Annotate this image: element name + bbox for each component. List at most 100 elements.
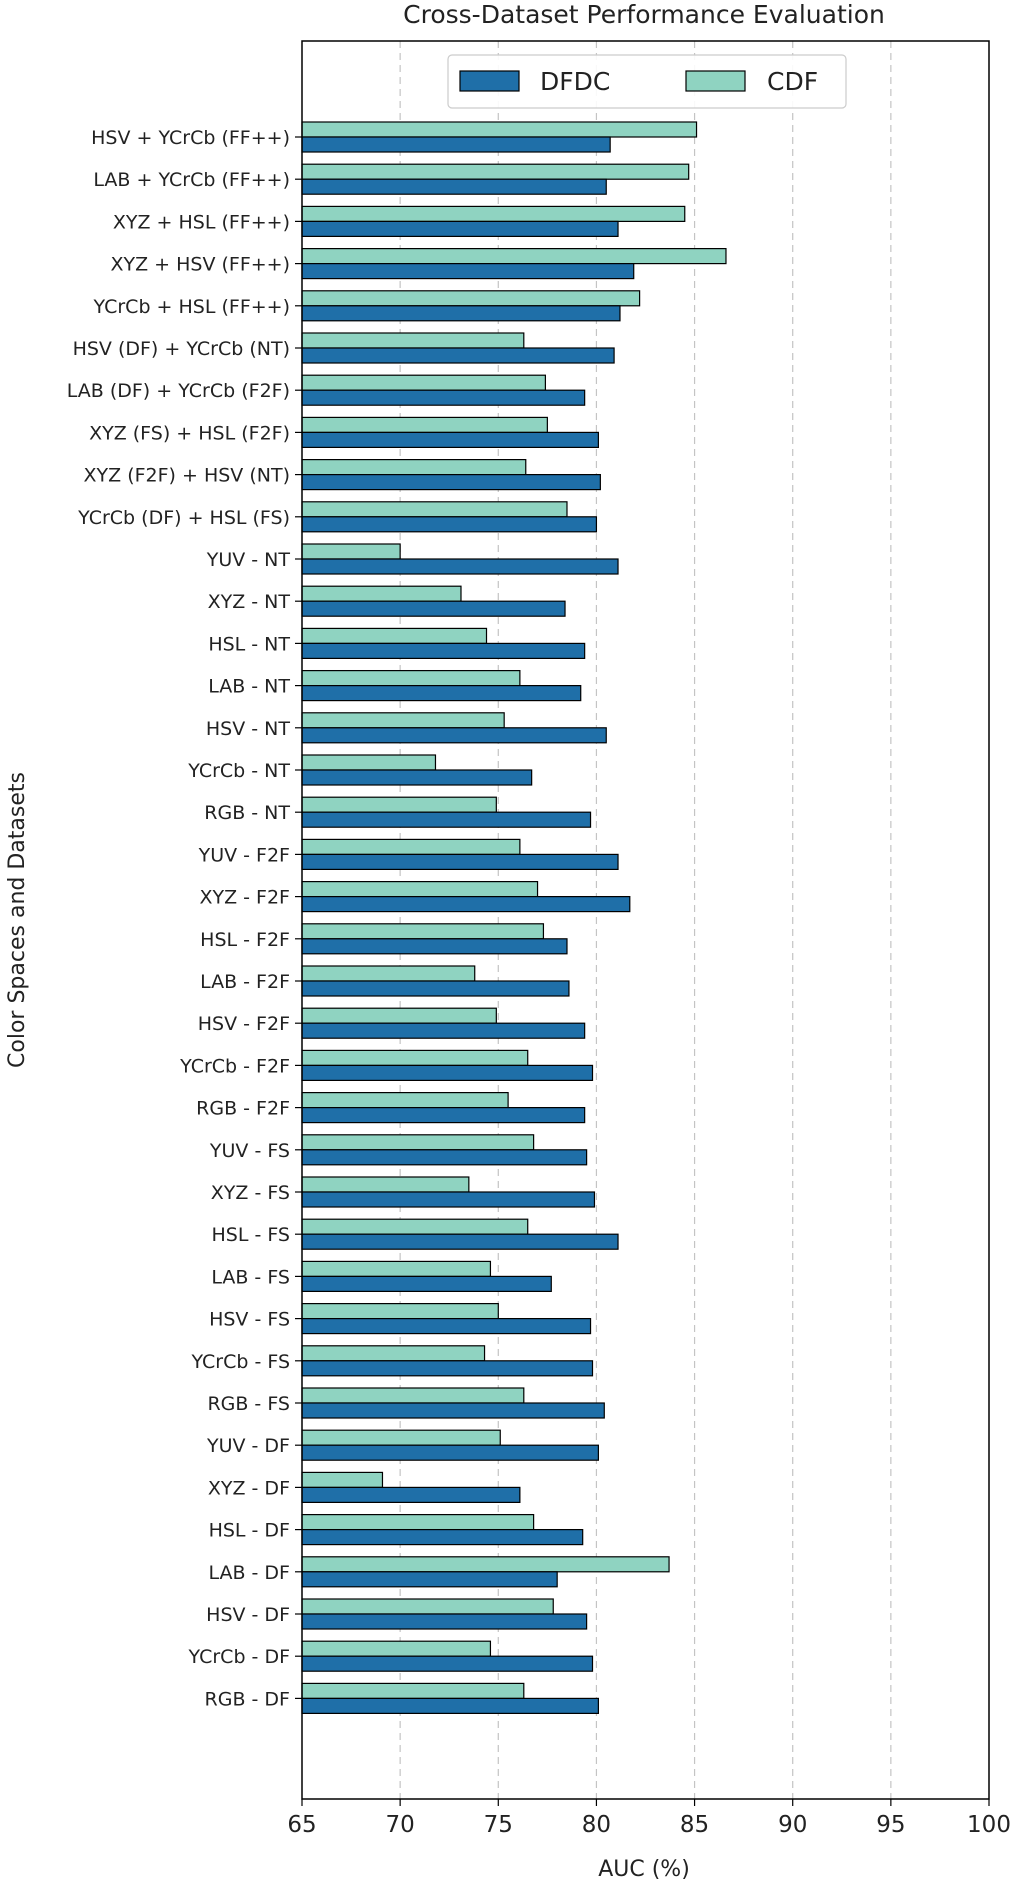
bar-dfdc bbox=[301, 1571, 558, 1588]
bar-cdf bbox=[301, 754, 437, 771]
y-tick-label: XYZ (F2F) + HSV (NT) bbox=[84, 465, 290, 487]
bar-cdf bbox=[301, 1556, 670, 1573]
bar-cdf bbox=[301, 627, 488, 645]
bar-dfdc bbox=[301, 1233, 619, 1250]
y-tick-label: YUV - F2F bbox=[198, 844, 290, 866]
plot-frame bbox=[301, 40, 990, 1800]
y-tick-label: HSL - DF bbox=[209, 1520, 290, 1542]
y-tick-label: HSL - FS bbox=[211, 1224, 290, 1246]
y-tick-label: YCrCb - DF bbox=[188, 1646, 290, 1668]
bar-cdf bbox=[301, 712, 505, 729]
chart-title: Cross-Dataset Performance Evaluation bbox=[403, 0, 885, 29]
y-tick-label: RGB - F2F bbox=[196, 1098, 290, 1120]
legend: DFDC CDF bbox=[447, 54, 847, 109]
bar-dfdc bbox=[301, 811, 592, 828]
bar-dfdc bbox=[301, 1402, 605, 1419]
bar-cdf bbox=[301, 501, 568, 518]
bar-dfdc bbox=[301, 558, 619, 575]
y-tick-label: XYZ - F2F bbox=[199, 887, 290, 909]
bar-cdf bbox=[301, 965, 476, 982]
bar-cdf bbox=[301, 1513, 535, 1531]
bar-cdf bbox=[301, 796, 497, 813]
y-tick-label: LAB - F2F bbox=[200, 971, 290, 993]
y-tick-label: YUV - DF bbox=[206, 1435, 290, 1457]
bar-dfdc bbox=[301, 938, 568, 955]
bar-dfdc bbox=[301, 516, 598, 533]
y-tick-label: XYZ + HSL (FF++) bbox=[113, 211, 290, 233]
bar-dfdc bbox=[301, 1613, 588, 1630]
bar-cdf bbox=[301, 1176, 470, 1193]
y-tick-label: RGB - NT bbox=[204, 802, 290, 824]
bar-cdf bbox=[301, 1598, 554, 1615]
bar-dfdc bbox=[301, 895, 631, 913]
y-tick-label: HSV - F2F bbox=[198, 1013, 290, 1035]
x-tick-label: 90 bbox=[778, 1812, 807, 1838]
bar-cdf bbox=[301, 290, 641, 307]
bars bbox=[301, 121, 727, 1715]
y-tick-label: YCrCb - F2F bbox=[179, 1055, 290, 1077]
bar-dfdc bbox=[301, 1655, 594, 1672]
y-tick-label: YCrCb (DF) + HSL (FS) bbox=[77, 507, 290, 529]
x-tick-label: 75 bbox=[484, 1812, 513, 1838]
bar-cdf bbox=[301, 248, 727, 265]
bar-dfdc bbox=[301, 1149, 588, 1166]
bar-dfdc bbox=[301, 727, 607, 744]
x-tick-label: 95 bbox=[876, 1812, 905, 1838]
bar-dfdc bbox=[301, 600, 566, 617]
y-tick-label: HSV - NT bbox=[206, 718, 290, 740]
bar-dfdc bbox=[301, 980, 570, 997]
y-tick-label: HSV + YCrCb (FF++) bbox=[91, 127, 290, 149]
bar-cdf bbox=[301, 1682, 525, 1700]
y-tick-label: RGB - FS bbox=[207, 1393, 290, 1415]
x-tick-label: 65 bbox=[287, 1812, 316, 1838]
y-tick-label: XYZ + HSV (FF++) bbox=[110, 254, 290, 276]
bar-cdf bbox=[301, 374, 546, 391]
bar-dfdc bbox=[301, 1022, 586, 1039]
bar-dfdc bbox=[301, 642, 586, 660]
y-tick-label: LAB (DF) + YCrCb (F2F) bbox=[67, 380, 290, 402]
bar-dfdc bbox=[301, 178, 607, 195]
x-tick-label: 100 bbox=[967, 1812, 1011, 1838]
x-tick-label: 80 bbox=[582, 1812, 611, 1838]
bar-cdf bbox=[301, 838, 521, 856]
bar-dfdc bbox=[301, 136, 611, 153]
bar-dfdc bbox=[301, 1191, 596, 1208]
bar-cdf bbox=[301, 1429, 501, 1446]
x-axis-ticks: 65 70 75 80 85 90 95 100 bbox=[287, 1799, 1011, 1838]
bar-dfdc bbox=[301, 1444, 599, 1461]
y-tick-label: HSL - F2F bbox=[200, 929, 290, 951]
bar-cdf bbox=[301, 669, 521, 687]
bar-cdf bbox=[301, 1345, 486, 1362]
x-tick-label: 85 bbox=[680, 1812, 709, 1838]
y-tick-label: LAB - DF bbox=[208, 1562, 290, 1584]
bar-dfdc bbox=[301, 263, 635, 280]
bar-dfdc bbox=[301, 347, 615, 364]
bar-cdf bbox=[301, 880, 539, 898]
bar-cdf bbox=[301, 459, 527, 476]
y-tick-label: YUV - FS bbox=[209, 1140, 290, 1162]
bar-dfdc bbox=[301, 305, 621, 322]
y-tick-label: XYZ - FS bbox=[211, 1182, 290, 1204]
y-tick-label: XYZ (FS) + HSL (F2F) bbox=[89, 422, 290, 444]
legend-item-dfdc-swatch bbox=[459, 70, 520, 92]
y-tick-label: HSV (DF) + YCrCb (NT) bbox=[73, 338, 290, 360]
bar-cdf bbox=[301, 1302, 499, 1320]
y-tick-label: HSL - NT bbox=[208, 633, 290, 655]
bar-dfdc bbox=[301, 1360, 594, 1377]
bar-cdf bbox=[301, 1471, 384, 1489]
legend-item-cdf-swatch bbox=[685, 70, 746, 92]
bar-cdf bbox=[301, 1007, 497, 1024]
bar-cdf bbox=[301, 543, 401, 560]
bar-cdf bbox=[301, 585, 462, 602]
y-tick-label: YCrCb + HSL (FF++) bbox=[93, 296, 290, 318]
bar-cdf bbox=[301, 1260, 492, 1278]
bar-dfdc bbox=[301, 1275, 552, 1293]
bar-cdf bbox=[301, 121, 698, 138]
bar-cdf bbox=[301, 1218, 529, 1235]
legend-item-cdf-label: CDF bbox=[767, 67, 818, 96]
bar-cdf bbox=[301, 1049, 529, 1067]
bar-dfdc bbox=[301, 1064, 594, 1082]
bar-cdf bbox=[301, 1640, 492, 1657]
y-tick-label: LAB + YCrCb (FF++) bbox=[93, 169, 290, 191]
